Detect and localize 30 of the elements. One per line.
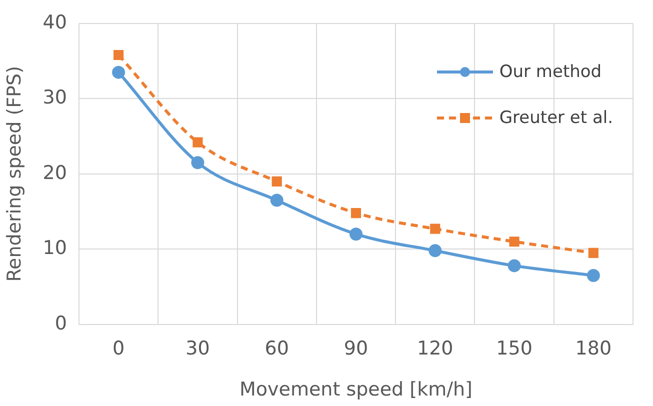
point <box>428 244 442 258</box>
x-tick-label: 120 <box>417 338 454 360</box>
legend-label: Our method <box>499 62 602 82</box>
point <box>192 137 203 148</box>
y-tick-label: 40 <box>42 11 67 34</box>
point <box>586 268 600 282</box>
point <box>350 208 362 218</box>
point <box>112 66 126 79</box>
point <box>588 248 598 258</box>
x-tick-label: 0 <box>112 338 125 360</box>
x-tick-label: 150 <box>496 338 532 360</box>
point <box>349 228 362 241</box>
y-tick-label: 20 <box>42 162 67 184</box>
x-tick-label: 90 <box>344 338 368 360</box>
y-tick-label: 30 <box>42 86 67 109</box>
y-tick-label: 0 <box>54 312 67 334</box>
y-axis-title: Rendering speed (FPS) <box>3 66 26 282</box>
legend-label: Greuter et al. <box>499 108 613 128</box>
x-tick-label: 180 <box>575 338 612 360</box>
y-tick-label: 10 <box>42 237 67 260</box>
point <box>272 176 282 186</box>
point <box>430 224 440 234</box>
x-tick-label: 30 <box>186 338 210 360</box>
point <box>509 236 520 247</box>
x-axis-title: Movement speed [km/h] <box>240 378 472 401</box>
x-tick-label: 60 <box>264 338 289 360</box>
point <box>508 259 521 272</box>
point <box>270 194 284 207</box>
point <box>114 50 124 60</box>
point <box>191 156 204 170</box>
